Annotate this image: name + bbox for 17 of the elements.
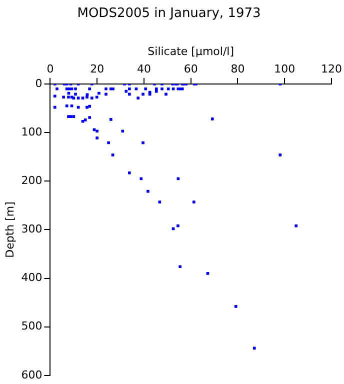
x-tick-label: 0: [46, 62, 54, 76]
y-tick-label: 500: [21, 320, 42, 333]
x-tick-label: 80: [230, 62, 245, 76]
y-tick-label: 200: [21, 174, 42, 187]
y-tick-label: 0: [35, 76, 42, 90]
x-tick-label: 120: [321, 62, 342, 76]
chart-title: MODS2005 in January, 1973: [77, 6, 261, 22]
x-axis-title: Silicate [µmol/l]: [148, 45, 234, 58]
y-tick-label: 600: [21, 368, 42, 382]
x-tick-label: 20: [90, 62, 104, 76]
x-tick-label: 40: [136, 62, 151, 76]
y-tick-label: 100: [21, 125, 42, 138]
y-tick-label: 300: [21, 222, 42, 236]
y-tick-label: 400: [21, 271, 42, 284]
y-axis-title: Depth [m]: [3, 202, 16, 258]
x-tick-label: 60: [184, 62, 198, 76]
x-tick-label: 100: [274, 62, 296, 76]
